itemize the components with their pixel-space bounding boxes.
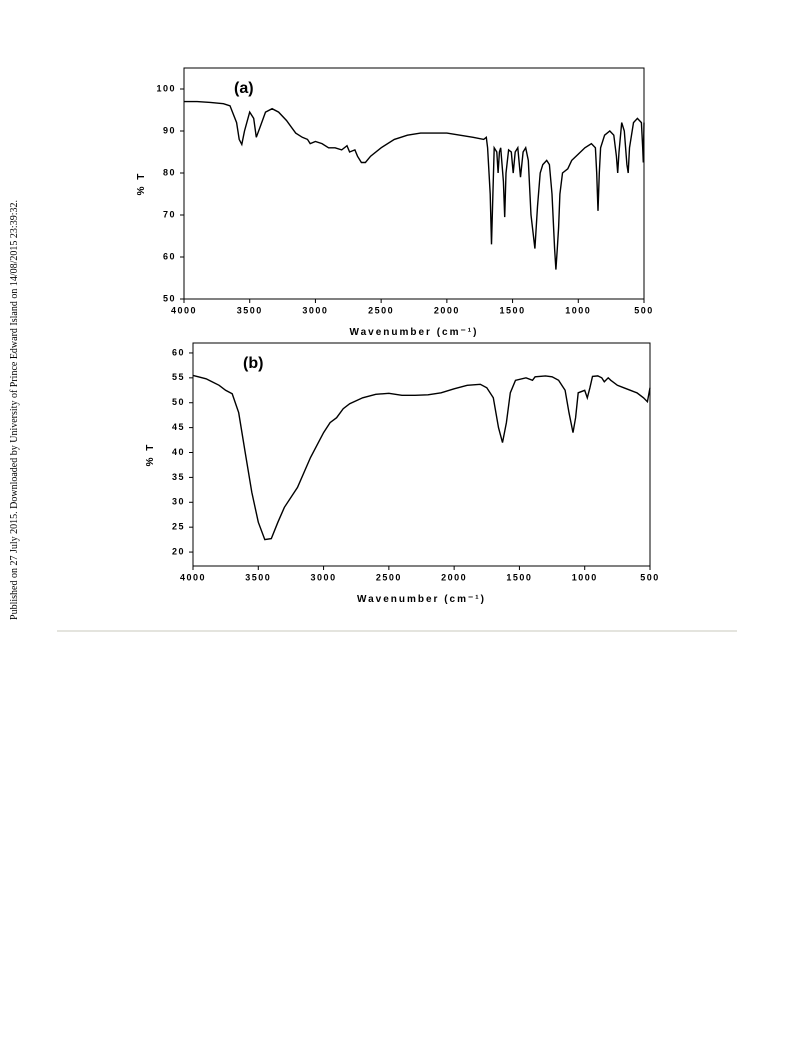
x-tick-label: 2000 [434,305,460,315]
y-tick-label: 90 [163,125,176,135]
x-tick-label: 500 [634,305,654,315]
x-tick-label: 3500 [237,305,263,315]
y-axis-label: % T [145,443,156,467]
x-tick-label: 1500 [506,572,532,582]
y-tick-label: 60 [163,251,176,261]
x-tick-label: 2500 [368,305,394,315]
x-tick-label: 2500 [376,572,402,582]
x-tick-label: 4000 [180,572,206,582]
y-tick-label: 55 [172,372,185,382]
panel-label: (b) [243,355,263,372]
side-note: Published on 27 July 2015. Downloaded by… [9,200,20,620]
y-tick-label: 45 [172,422,185,432]
x-tick-label: 3500 [245,572,271,582]
y-tick-label: 60 [172,347,185,357]
y-tick-label: 30 [172,497,185,507]
x-tick-label: 3000 [302,305,328,315]
y-tick-label: 35 [172,472,185,482]
y-tick-label: 40 [172,447,185,457]
plot-frame [192,342,651,567]
x-axis-label: Wavenumber (cm⁻¹) [350,327,479,338]
x-tick-label: 2000 [441,572,467,582]
x-tick-label: 1000 [565,305,591,315]
y-tick-label: 70 [163,209,176,219]
x-tick-label: 500 [640,572,660,582]
y-tick-label: 80 [163,167,176,177]
x-tick-label: 1500 [500,305,526,315]
x-axis-label: Wavenumber (cm⁻¹) [357,594,486,605]
y-axis-label: % T [136,172,147,196]
y-tick-label: 50 [172,397,185,407]
spectrum-line [184,100,645,270]
y-tick-label: 100 [156,83,176,93]
y-tick-label: 25 [172,522,185,532]
x-tick-label: 3000 [311,572,337,582]
y-tick-label: 50 [163,293,176,303]
x-tick-label: 1000 [572,572,598,582]
spectrum-line [192,374,651,541]
y-tick-label: 20 [172,546,185,556]
x-tick-label: 4000 [171,305,197,315]
panel-label: (a) [234,80,254,97]
plot-frame [183,67,645,300]
